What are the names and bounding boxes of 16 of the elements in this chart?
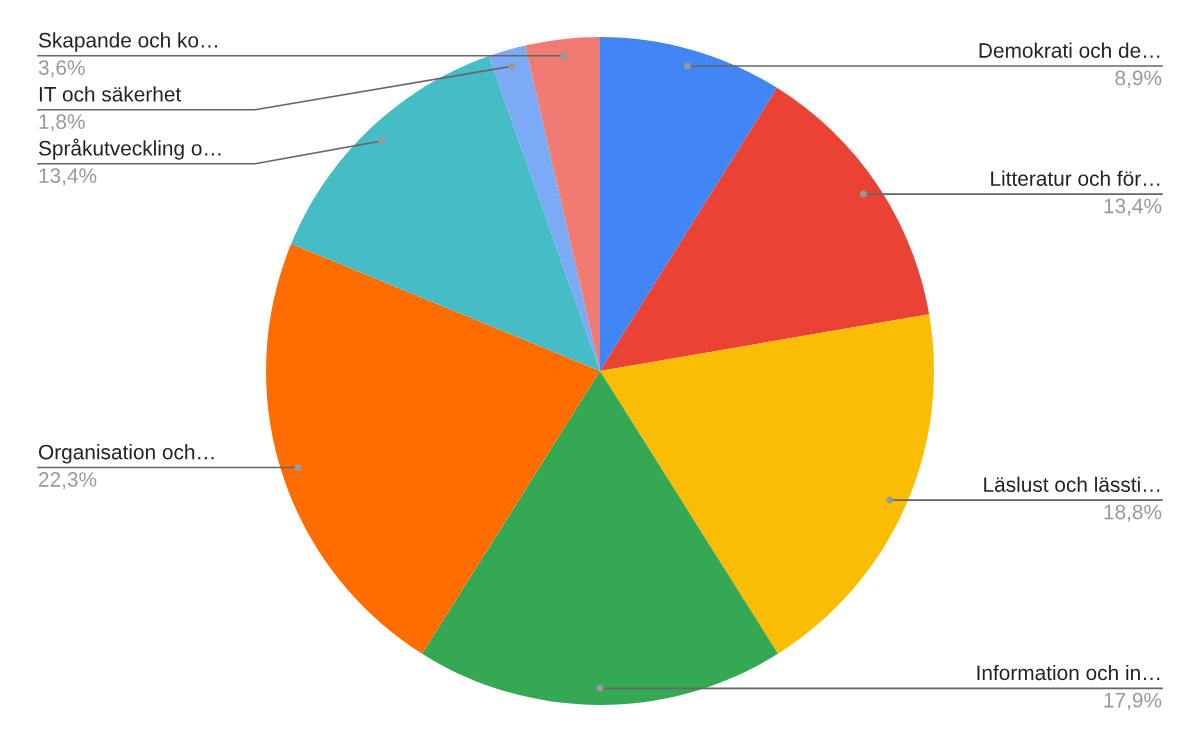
data-label: 8,9% — [1115, 70, 1162, 88]
slice-label: IT och säkerhet — [39, 86, 182, 102]
data-label: 18,8% — [1104, 504, 1162, 522]
slice-label: Information och in… — [977, 664, 1160, 681]
data-label: 13,4% — [1104, 198, 1162, 216]
slice-label: Organisation och… — [38, 444, 214, 464]
data-label: 22,3% — [39, 472, 97, 490]
slice-label: Litteratur och för… — [991, 170, 1160, 186]
data-label: 17,9% — [1104, 692, 1162, 711]
data-label: 1,8% — [39, 114, 85, 132]
slice-label: Läslust och lässti… — [984, 476, 1160, 492]
slice-label: Demokrati och de… — [979, 42, 1160, 58]
slice-label: Skapande och ko… — [38, 32, 218, 52]
data-label: 3,6% — [38, 60, 85, 78]
data-label: 13,4% — [39, 168, 97, 186]
slice-label: Språkutveckling o… — [38, 138, 221, 160]
